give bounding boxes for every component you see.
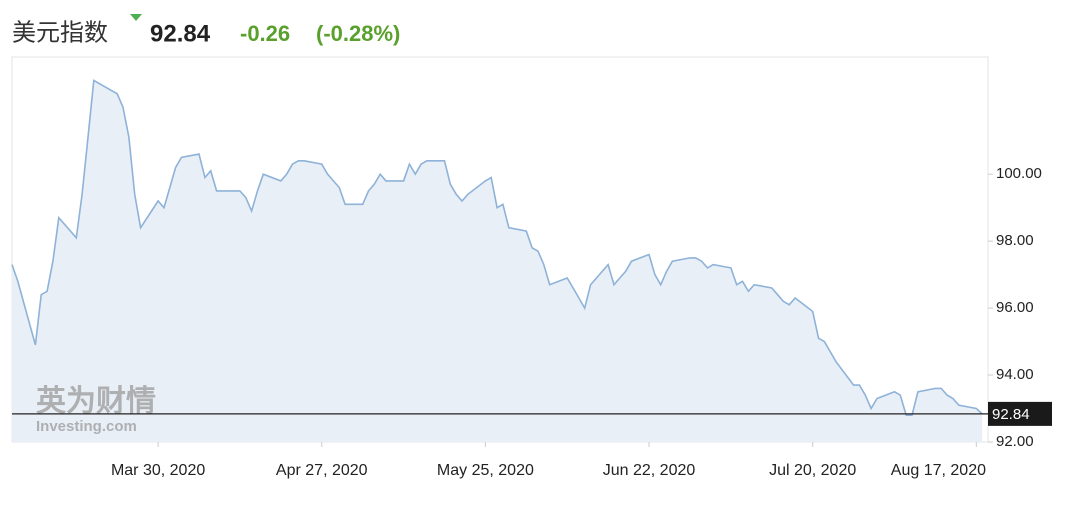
x-tick-label: Jul 20, 2020	[769, 462, 856, 479]
watermark: Investing.com	[36, 418, 137, 435]
y-tick-label: 96.00	[996, 299, 1034, 316]
last-price: 92.84	[150, 20, 211, 47]
last-price-label: 92.84	[992, 406, 1030, 423]
x-tick-label: May 25, 2020	[437, 462, 534, 479]
area	[12, 80, 983, 443]
y-tick-label: 100.00	[996, 165, 1042, 182]
price-change: -0.26	[240, 21, 290, 46]
y-tick-label: 98.00	[996, 232, 1034, 249]
last-price-badge	[988, 401, 1052, 426]
x-tick-label: Jun 22, 2020	[603, 462, 696, 479]
x-tick-label: Aug 17, 2020	[891, 462, 986, 479]
chart-title: 美元指数	[12, 19, 108, 46]
x-tick-label: Apr 27, 2020	[276, 462, 368, 479]
y-tick-label: 92.00	[996, 433, 1034, 450]
line	[11, 79, 983, 416]
price-change-percent: (-0.28%)	[316, 21, 400, 46]
y-tick-label: 94.00	[996, 366, 1034, 383]
plot-area	[11, 79, 983, 443]
watermark: 英为财情	[36, 385, 156, 418]
status-icon	[130, 14, 142, 21]
x-tick-label: Mar 30, 2020	[111, 462, 205, 479]
